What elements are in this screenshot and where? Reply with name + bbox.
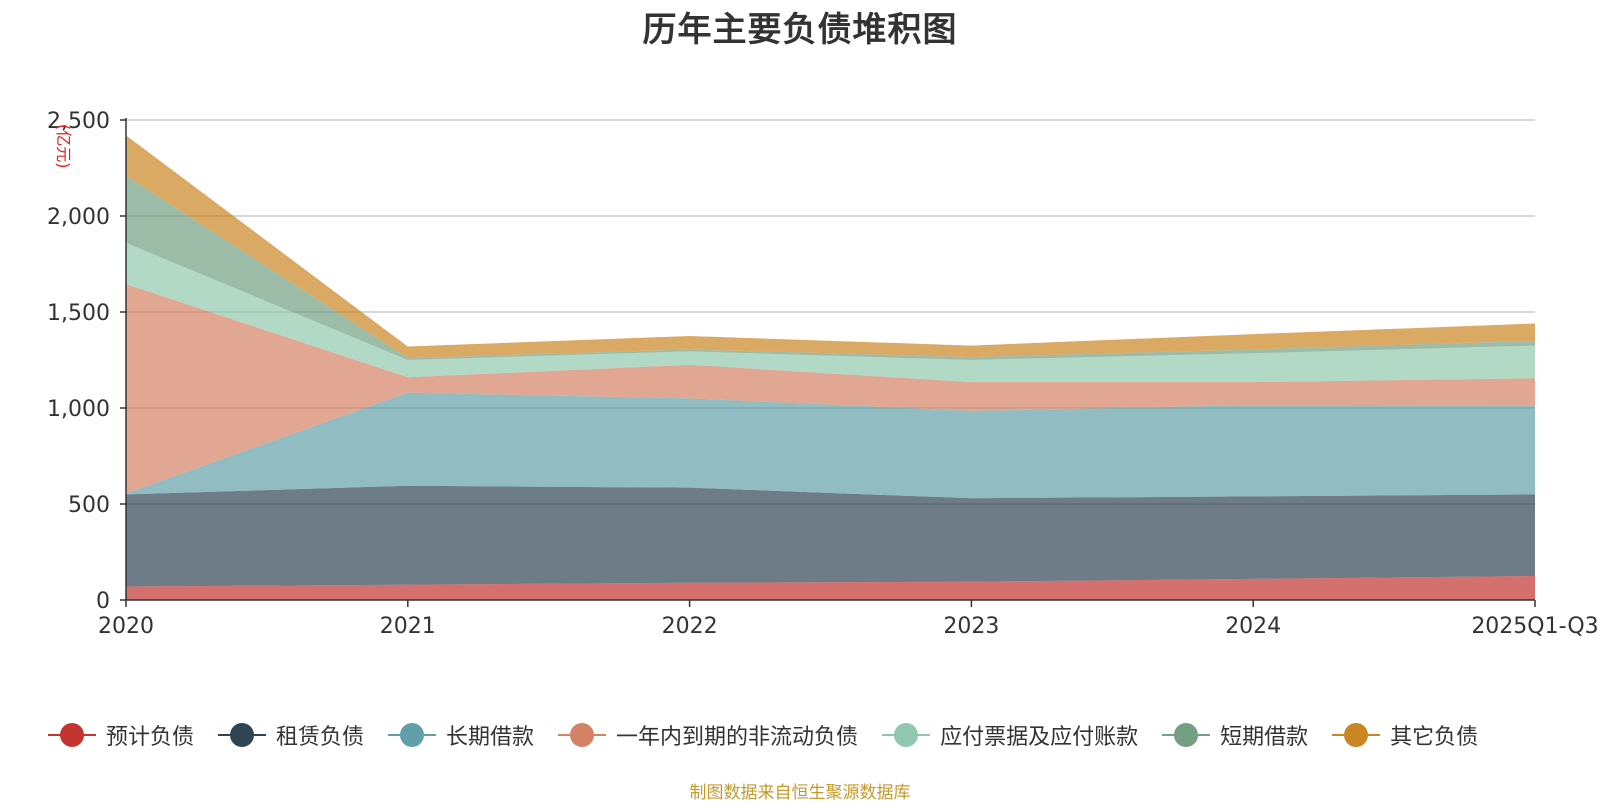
area-series-7 [126,135,1535,359]
legend-marker-icon [388,722,437,748]
legend-item[interactable]: 预计负债 [48,719,194,751]
area-series-2 [126,485,1535,587]
y-tick-label: 1,500 [47,301,110,326]
legend-item[interactable]: 短期借款 [1162,719,1308,751]
legend-label: 预计负债 [106,725,195,750]
legend-item[interactable]: 长期借款 [388,719,534,751]
y-tick-label: 2,500 [47,109,110,134]
legend-label: 一年内到期的非流动负债 [616,725,859,750]
legend-marker-icon [48,722,96,748]
legend-label: 其它负债 [1390,725,1479,750]
legend-item[interactable]: 应付票据及应付账款 [882,719,1138,751]
y-tick-label: 2,000 [47,205,110,230]
legend-label: 长期借款 [446,725,535,750]
y-tick-label: 0 [96,589,110,614]
legend-marker-icon [882,722,931,748]
legend-label: 租赁负债 [276,725,365,750]
legend-marker-icon [218,722,267,748]
data-source-note: 制图数据来自恒生聚源数据库 [689,783,911,803]
chart-title: 历年主要负债堆积图 [642,10,958,50]
x-tick-label: 2023 [943,614,999,639]
legend-item[interactable]: 一年内到期的非流动负债 [558,719,858,751]
legend-marker-icon [1162,722,1211,748]
legend-marker-icon [1332,722,1381,748]
x-tick-label: 2022 [662,614,718,639]
x-tick-label: 2024 [1225,614,1281,639]
y-tick-label: 500 [68,493,110,518]
x-tick-label: 2021 [380,614,436,639]
stacked-area-chart: 0 500 1,000 1,500 2,000 2,500 2020 2021 2022 2023… [47,109,1599,639]
x-tick-label: 2025Q1-Q3 [1471,614,1598,639]
x-tick-label: 2020 [98,614,154,639]
legend-label: 应付票据及应付账款 [940,725,1139,750]
y-axis-unit-label: (亿元) [54,124,73,169]
legend-marker-icon [558,722,607,748]
legend-label: 短期借款 [1220,725,1309,750]
legend-item[interactable]: 其它负债 [1332,719,1478,751]
area-series-5 [126,242,1535,383]
y-tick-label: 1,000 [47,397,110,422]
area-series-4 [126,284,1535,494]
legend-item[interactable]: 租赁负债 [218,719,364,751]
legend: 预计负债 租赁负债 长期借款 一年内到期的非流动负债 应付票据及应付账款 短期借款 其它负债 [48,718,1502,752]
area-series-3 [126,392,1535,499]
area-series-1 [126,576,1535,600]
